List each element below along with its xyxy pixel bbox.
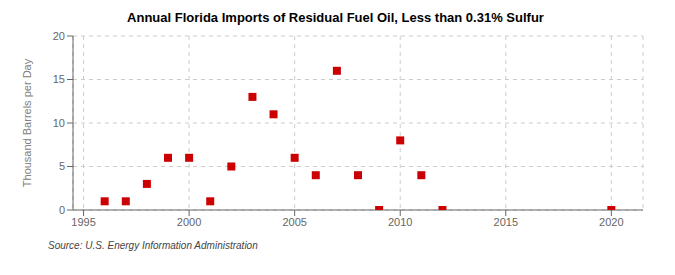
svg-text:5: 5 (59, 160, 65, 172)
html-text:Annual Florida Imports of Resi: Annual Florida Imports of Residual Fuel … (127, 10, 544, 25)
svg-text:2005: 2005 (282, 216, 306, 228)
svg-text:15: 15 (53, 73, 65, 85)
svg-text:Thousand Barrels per Day: Thousand Barrels per Day (21, 58, 33, 187)
svg-text:20: 20 (53, 30, 65, 42)
html-text:Source: U.S. Energy Informatio: Source: U.S. Energy Information Administ… (48, 240, 258, 251)
svg-text:0: 0 (59, 204, 65, 216)
svg-text:2010: 2010 (388, 216, 412, 228)
svg-text:1995: 1995 (71, 216, 95, 228)
svg-text:2000: 2000 (177, 216, 201, 228)
svg-text:2015: 2015 (494, 216, 518, 228)
svg-text:10: 10 (53, 117, 65, 129)
svg-text:2020: 2020 (599, 216, 623, 228)
